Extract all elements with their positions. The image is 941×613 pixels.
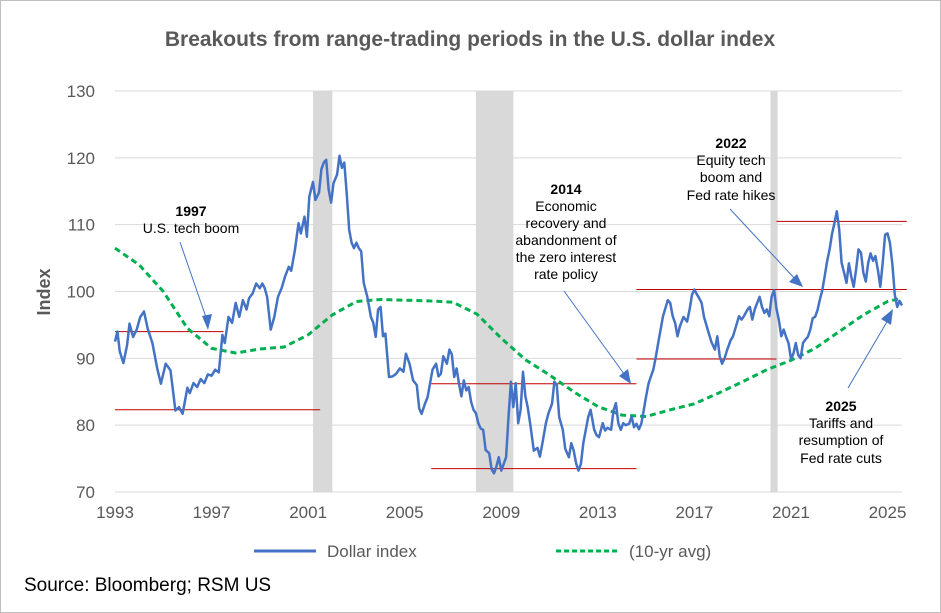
legend: Dollar index (10-yr avg): [254, 542, 711, 561]
arrow-1997: [179, 241, 209, 324]
x-tick-label: 2025: [869, 503, 907, 522]
x-tick-label: 2021: [772, 503, 810, 522]
y-tick-label: 90: [76, 349, 95, 368]
range-lines: [115, 220, 907, 470]
x-tick-label: 2017: [675, 503, 713, 522]
annotation-1997: 1997 U.S. tech boom: [143, 203, 240, 236]
arrowhead-2025: [881, 309, 893, 325]
annotation-1997-line: U.S. tech boom: [143, 220, 240, 236]
x-tick-labels: 1993 1997 2001 2005 2009 2013 2017 2021 2025: [96, 503, 906, 522]
y-tick-label: 120: [67, 149, 95, 168]
annotation-2014-line: recovery and: [526, 215, 607, 231]
annotation-1997-year: 1997: [175, 203, 206, 219]
x-tick-label: 1993: [96, 503, 134, 522]
x-tick-label: 2005: [386, 503, 424, 522]
y-tick-label: 110: [68, 216, 95, 235]
series-line-10yr-avg: [114, 246, 903, 419]
arrow-2022: [729, 208, 797, 281]
annotation-2014-line: abandonment of: [515, 232, 616, 248]
annotation-2025-year: 2025: [825, 398, 856, 414]
annotation-2022-line: Equity tech: [696, 152, 765, 168]
x-tick-label: 2013: [579, 503, 617, 522]
gridlines: [115, 90, 902, 493]
annotation-2014-year: 2014: [550, 181, 581, 197]
annotation-2014: 2014 Economic recovery and abandonment o…: [515, 181, 616, 282]
arrow-2014: [563, 290, 628, 379]
annotation-2014-line: rate policy: [534, 266, 598, 282]
annotation-2025: 2025 Tariffs and resumption of Fed rate …: [799, 398, 884, 466]
x-tick-label: 2001: [289, 503, 327, 522]
annotation-2014-line: the zero interest: [516, 249, 616, 265]
annotation-2022-line: boom and: [700, 169, 762, 185]
arrowhead-2014: [619, 369, 631, 384]
y-tick-label: 100: [67, 283, 95, 302]
annotation-2022-line: Fed rate hikes: [687, 187, 776, 203]
annotation-2022-year: 2022: [715, 135, 746, 151]
y-tick-label: 70: [76, 483, 95, 502]
y-tick-label: 130: [67, 82, 95, 101]
annotation-2014-line: Economic: [535, 198, 596, 214]
legend-label-dollar-index: Dollar index: [327, 542, 417, 561]
x-tick-label: 2009: [482, 503, 520, 522]
arrow-2025: [847, 319, 889, 389]
annotation-arrows: [179, 208, 893, 389]
annotation-2025-line: resumption of: [799, 432, 884, 448]
y-tick-labels: 70 80 90 100 110 120 130: [67, 82, 95, 502]
series-line-dollar-index: [113, 154, 904, 475]
source-note: Source: Bloomberg; RSM US: [24, 575, 271, 596]
annotation-2025-line: Tariffs and: [809, 415, 873, 431]
y-axis-label: Index: [34, 268, 54, 315]
arrowhead-2022: [789, 274, 803, 287]
annotation-2025-line: Fed rate cuts: [800, 450, 882, 466]
chart-title: Breakouts from range-trading periods in …: [165, 28, 776, 51]
arrowhead-1997: [202, 314, 212, 330]
legend-label-10yr-avg: (10-yr avg): [629, 542, 711, 561]
x-tick-label: 1997: [193, 503, 231, 522]
annotation-2022: 2022 Equity tech boom and Fed rate hikes: [687, 135, 776, 203]
y-tick-label: 80: [76, 416, 95, 435]
series-group: [113, 154, 904, 475]
